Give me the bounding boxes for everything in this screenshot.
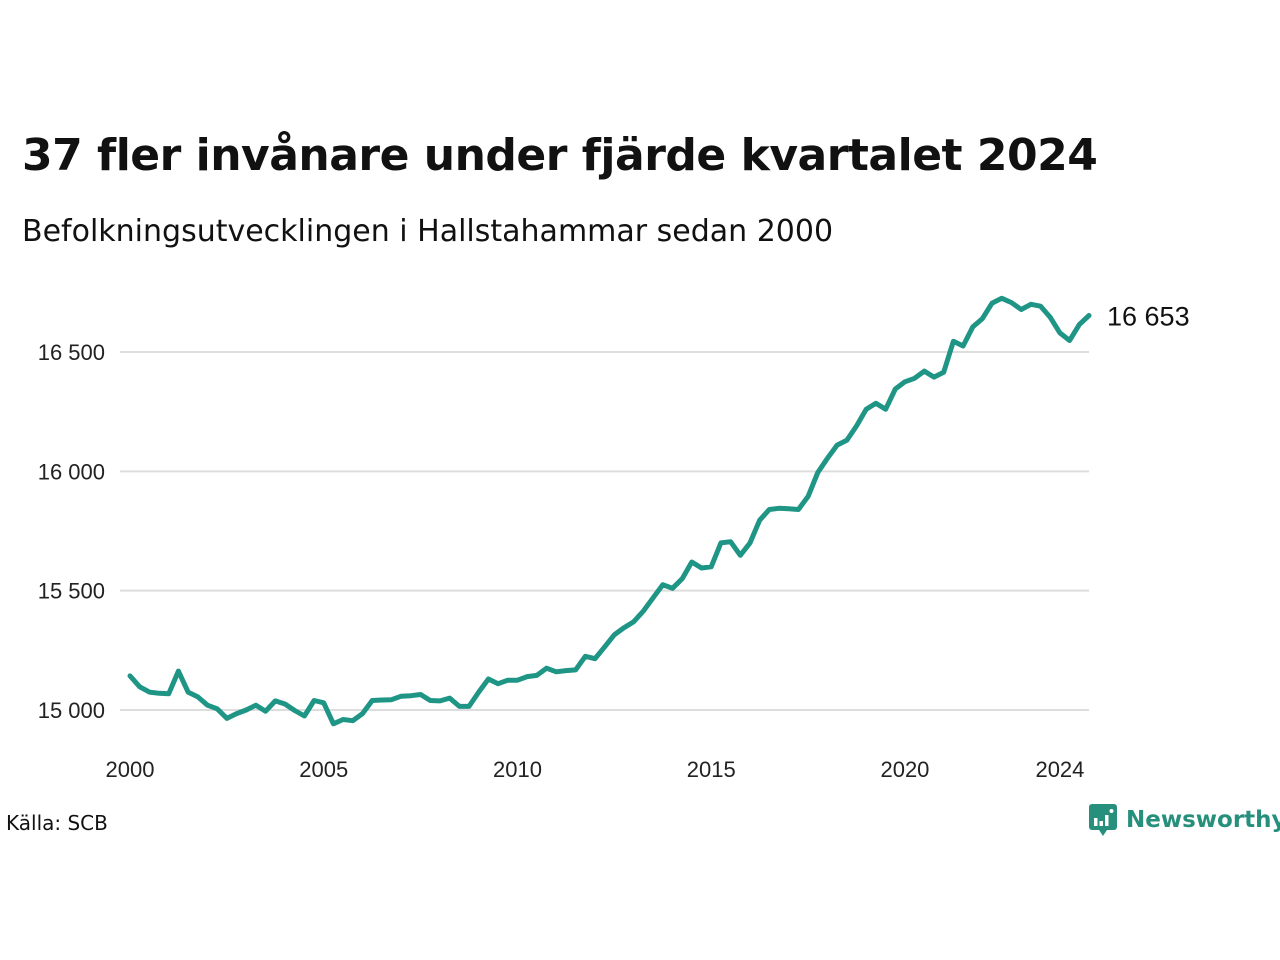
x-tick-label: 2005 (299, 757, 348, 782)
x-tick-label: 2010 (493, 757, 542, 782)
chart-title: 37 fler invånare under fjärde kvartalet … (22, 130, 1098, 181)
y-tick-label: 16 000 (38, 459, 105, 484)
brand-name: Newsworthy (1126, 807, 1280, 833)
series-line (127, 295, 1092, 727)
y-tick-label: 16 500 (38, 340, 105, 365)
chart-subtitle: Befolkningsutvecklingen i Hallstahammar … (22, 214, 834, 249)
y-tick-label: 15 500 (38, 579, 105, 604)
x-tick-label: 2000 (106, 757, 155, 782)
source-note: Källa: SCB (6, 811, 108, 835)
x-tick-label: 2020 (880, 757, 929, 782)
newsworthy-logo-icon (1089, 804, 1117, 836)
x-tick-label: 2024 (1035, 757, 1084, 782)
grid-lines (120, 351, 1089, 711)
x-axis-ticks: 2000 2005 2010 2015 2020 2024 (106, 757, 1085, 782)
x-tick-label: 2015 (687, 757, 736, 782)
end-value-label: 16 653 (1107, 301, 1190, 331)
y-axis-ticks: 15 000 15 500 16 000 16 500 (38, 340, 105, 723)
brand-logo: Newsworthy (1088, 803, 1280, 837)
y-tick-label: 15 000 (38, 698, 105, 723)
